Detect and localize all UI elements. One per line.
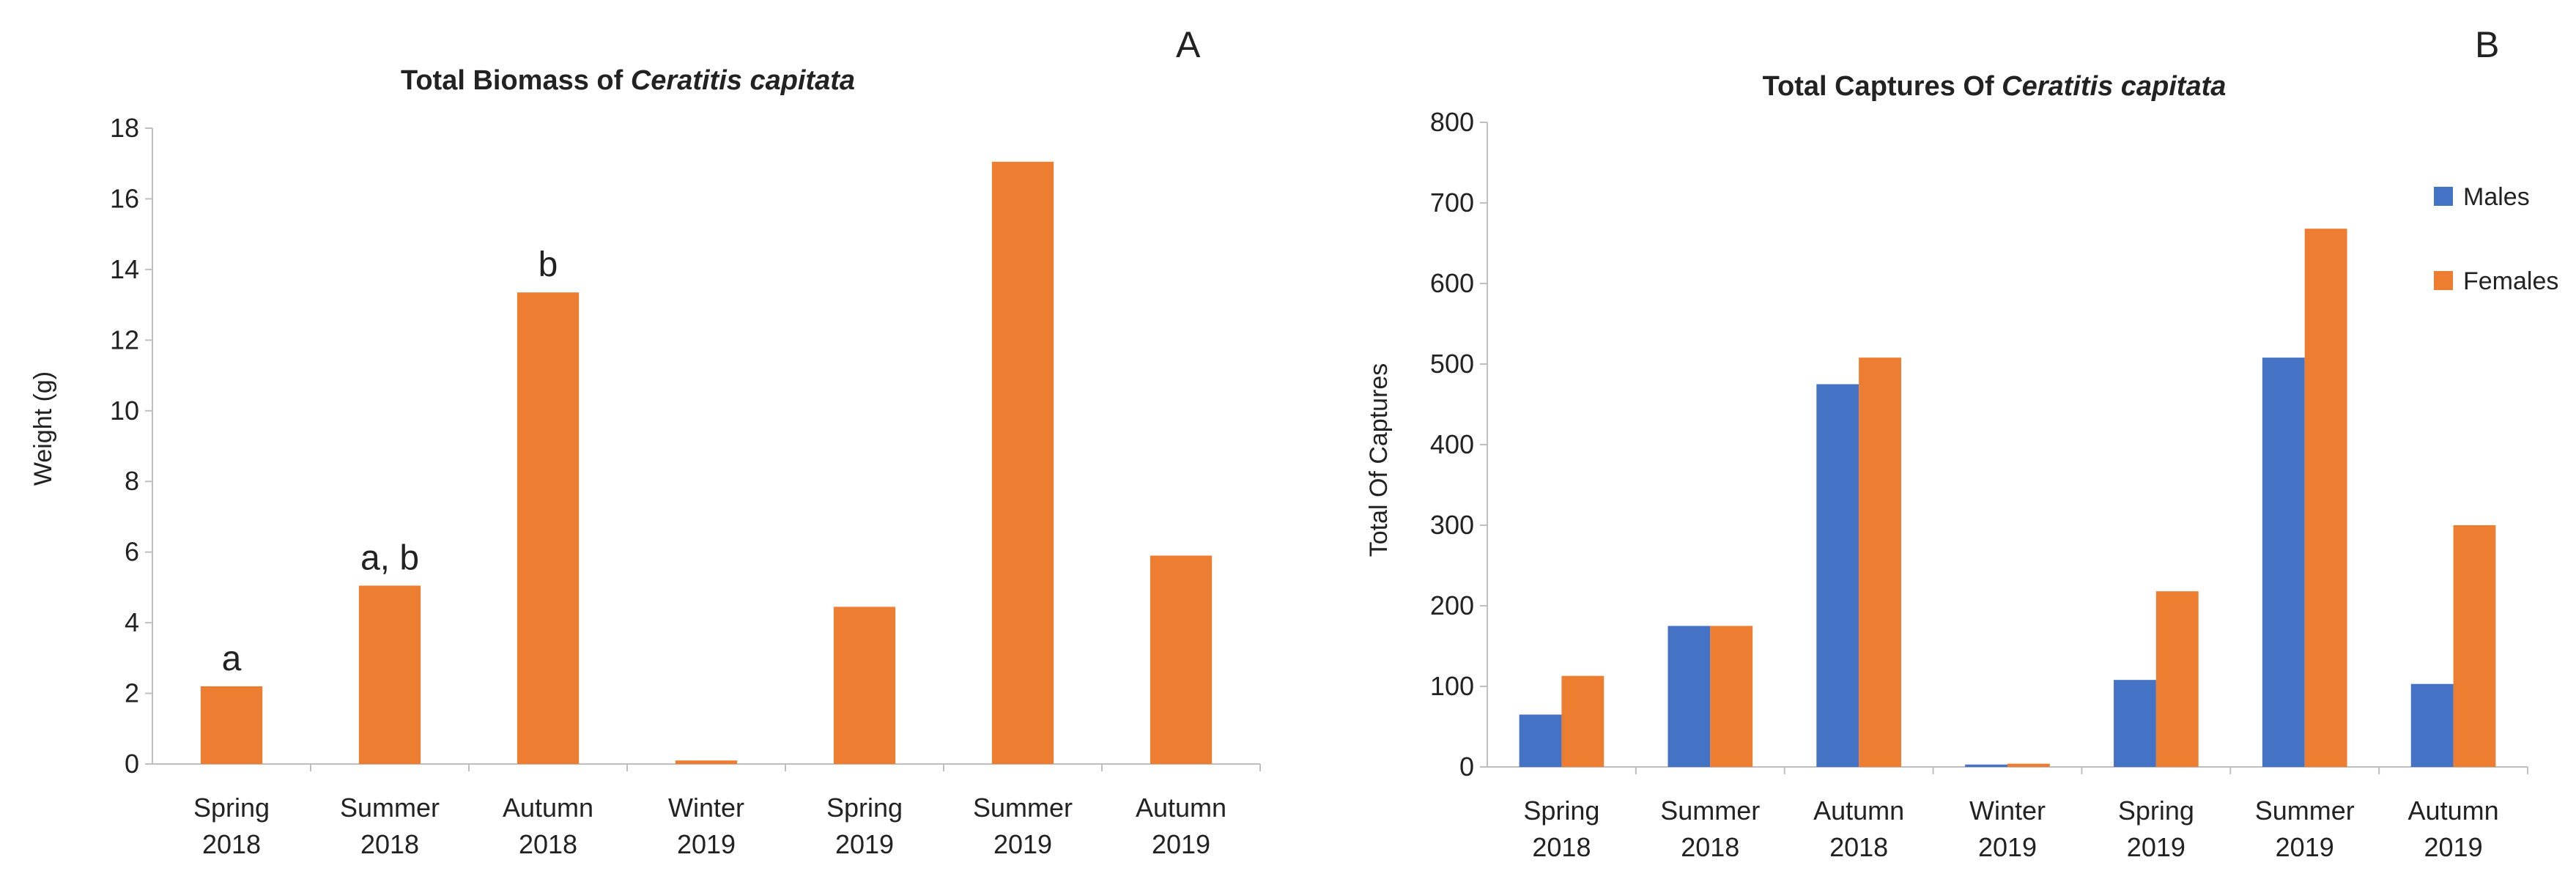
bar-males [2114, 680, 2156, 767]
significance-label: a [222, 639, 242, 678]
x-tick-label: 2018 [1681, 832, 1739, 862]
x-tick-label: 2019 [1152, 829, 1210, 859]
y-tick-label: 8 [125, 466, 139, 496]
x-tick-label: 2018 [202, 829, 261, 859]
bar-males [1519, 714, 1562, 767]
bar-females [2453, 525, 2496, 767]
x-tick-label: Spring [2118, 796, 2194, 826]
x-tick-label: Summer [2255, 796, 2355, 826]
y-tick-label: 100 [1430, 671, 1474, 701]
x-tick-label: Autumn [503, 793, 593, 823]
x-tick-label: 2018 [519, 829, 577, 859]
x-tick-label: Summer [1660, 796, 1760, 826]
y-tick-label: 0 [125, 749, 139, 779]
bar-biomass [833, 607, 896, 764]
bar-females [2304, 229, 2347, 767]
x-tick-label: 2019 [1978, 832, 2037, 862]
x-tick-label: 2019 [993, 829, 1052, 859]
bar-biomass [200, 686, 263, 764]
bar-females [2155, 591, 2199, 767]
y-tick-label: 500 [1430, 349, 1474, 379]
y-tick-label: 800 [1430, 107, 1474, 137]
bar-biomass [991, 161, 1054, 765]
x-tick-label: 2019 [2276, 832, 2334, 862]
bar-males [1668, 626, 1711, 767]
chart-b-y-axis-label: Total Of Captures [1365, 363, 1393, 557]
y-tick-label: 10 [110, 396, 139, 426]
x-tick-label: Autumn [1136, 793, 1226, 823]
legend-label: Females [2463, 267, 2558, 295]
x-tick-label: Summer [340, 793, 440, 823]
bar-females [1561, 675, 1605, 767]
y-tick-label: 0 [1459, 752, 1474, 782]
chart-a-y-axis-label: Weight (g) [29, 371, 57, 486]
y-tick-label: 14 [110, 254, 139, 284]
x-tick-label: 2018 [1532, 832, 1591, 862]
x-tick-label: Autumn [1813, 796, 1904, 826]
bar-biomass [358, 585, 421, 764]
chart-b-title: Total Captures Of Ceratitis capitata [1763, 71, 2227, 102]
bar-biomass [517, 292, 580, 764]
bar-males [1816, 384, 1859, 767]
chart-b: 0 100 200 300 400 500 600 700 800 Spring 2018 Summe… [1430, 107, 2558, 862]
bar-females [1859, 357, 1901, 767]
x-tick-label: 2019 [835, 829, 894, 859]
x-tick-label: 2019 [2424, 832, 2483, 862]
y-tick-label: 400 [1430, 429, 1474, 459]
y-tick-label: 4 [125, 607, 139, 637]
x-tick-label: 2018 [360, 829, 419, 859]
bar-biomass [675, 760, 738, 764]
bar-males [2410, 683, 2454, 767]
y-tick-label: 600 [1430, 268, 1474, 298]
y-tick-label: 16 [110, 183, 139, 213]
legend-swatch [2434, 271, 2453, 290]
x-tick-label: Spring [826, 793, 903, 823]
significance-label: a, b [360, 538, 419, 577]
panel-a-label: A [1176, 24, 1201, 65]
y-tick-label: 12 [110, 325, 139, 355]
bar-biomass [1150, 555, 1213, 764]
x-tick-label: Winter [1969, 796, 2046, 826]
x-tick-label: Autumn [2408, 796, 2499, 826]
x-tick-label: 2019 [2127, 832, 2185, 862]
y-tick-label: 200 [1430, 590, 1474, 620]
y-tick-label: 6 [125, 537, 139, 567]
x-tick-label: 2019 [677, 829, 736, 859]
legend-label: Males [2463, 183, 2530, 211]
panel-b-label: B [2475, 24, 2499, 65]
y-tick-label: 700 [1430, 188, 1474, 218]
bar-males [1965, 764, 2007, 767]
chart-a-title: Total Biomass of Ceratitis capitata [401, 65, 855, 96]
x-tick-label: 2018 [1829, 832, 1888, 862]
y-tick-label: 2 [125, 678, 139, 708]
bar-females [1710, 626, 1753, 767]
y-tick-label: 18 [110, 113, 139, 143]
x-tick-label: Spring [193, 793, 270, 823]
significance-label: b [538, 245, 558, 284]
bar-males [2262, 357, 2305, 767]
y-tick-label: 300 [1430, 510, 1474, 540]
chart-a: 0 2 4 6 8 10 12 14 16 18 Spring 2018 a Summer 2018 a, b… [110, 113, 1261, 859]
x-tick-label: Spring [1523, 796, 1599, 826]
x-tick-label: Winter [668, 793, 744, 823]
x-tick-label: Summer [973, 793, 1073, 823]
bar-females [2007, 763, 2050, 767]
legend-swatch [2434, 187, 2453, 206]
